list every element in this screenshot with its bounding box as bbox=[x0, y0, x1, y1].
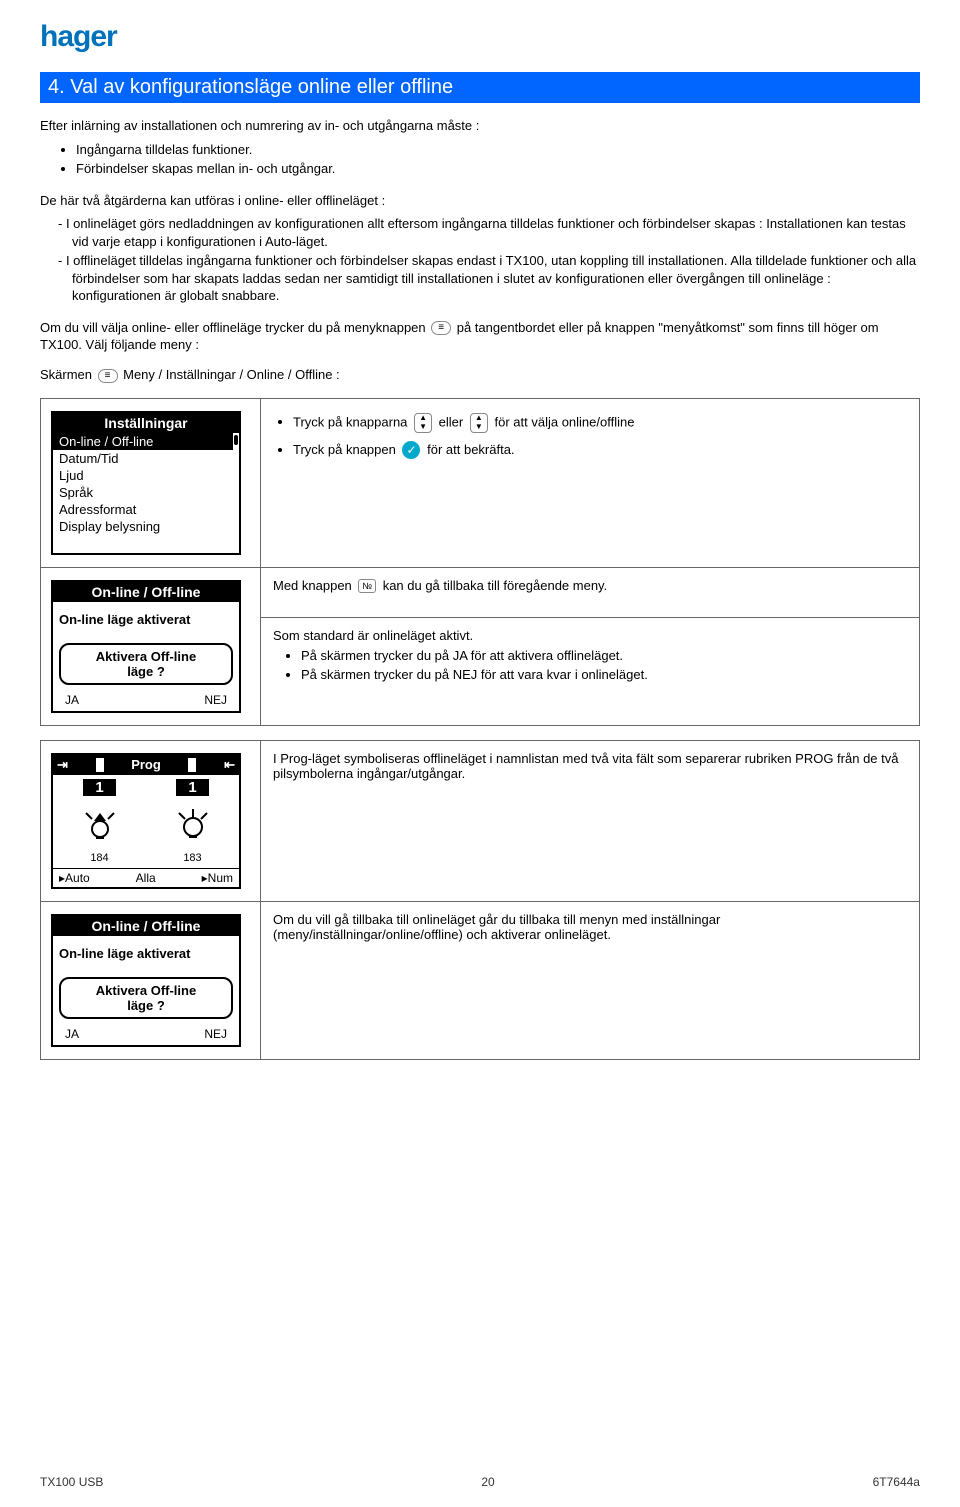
device-screen-prog: ⇥ Prog ⇤ 1 1 bbox=[51, 753, 241, 889]
list-item: I onlineläget görs nedladdningen av konf… bbox=[58, 215, 920, 250]
back-online-description: Om du vill gå tillbaka till onlineläget … bbox=[273, 912, 907, 942]
brand-text: hager bbox=[40, 20, 117, 53]
separator-gap bbox=[96, 758, 104, 772]
menu-button-icon: ≡ bbox=[98, 369, 118, 383]
screen-path-line: Skärmen ≡ Meny / Inställningar / Online … bbox=[40, 366, 920, 384]
brand-logo: hager bbox=[40, 20, 920, 54]
dialog-line: läge ? bbox=[67, 998, 225, 1013]
footer-right: 6T7644a bbox=[873, 1475, 920, 1489]
footer-label: ▸Num bbox=[202, 871, 233, 885]
intro-bullet-list: Ingångarna tilldelas funktioner. Förbind… bbox=[76, 141, 920, 178]
text-span: eller bbox=[439, 414, 464, 429]
dialog-box: Aktivera Off-line läge ? bbox=[59, 643, 233, 685]
device-screen-settings: Inställningar On-line / Off-line Datum/T… bbox=[51, 411, 241, 555]
instruction-table-1: Inställningar On-line / Off-line Datum/T… bbox=[40, 398, 920, 726]
dialog-line: Aktivera Off-line bbox=[67, 649, 225, 664]
prog-description: I Prog-läget symboliseras offlineläget i… bbox=[273, 751, 907, 781]
no-label: NEJ bbox=[204, 693, 227, 707]
screen-title: On-line / Off-line bbox=[53, 916, 239, 936]
page-footer: TX100 USB 20 6T7644a bbox=[40, 1475, 920, 1489]
menu-item: Adressformat bbox=[53, 501, 233, 518]
prog-value: 183 bbox=[183, 852, 201, 864]
menu-item: Ljud bbox=[53, 467, 233, 484]
menu-item: Datum/Tid bbox=[53, 450, 233, 467]
yes-label: JA bbox=[65, 1027, 79, 1041]
dialog-line: Aktivera Off-line bbox=[67, 983, 225, 998]
scrollbar-thumb bbox=[234, 435, 238, 445]
prog-value: 184 bbox=[90, 852, 108, 864]
text-span: kan du gå tillbaka till föregående meny. bbox=[383, 578, 608, 593]
footer-left: TX100 USB bbox=[40, 1475, 103, 1489]
status-text: On-line läge aktiverat bbox=[59, 612, 233, 627]
list-item: Förbindelser skapas mellan in- och utgån… bbox=[76, 160, 920, 178]
instruction-table-2: ⇥ Prog ⇤ 1 1 bbox=[40, 740, 920, 1060]
text-span: för att bekräfta. bbox=[427, 442, 514, 457]
text-span: Tryck på knapparna bbox=[293, 414, 407, 429]
list-item: Tryck på knapparna ▲▼ eller ▲▼ för att v… bbox=[293, 413, 907, 433]
menu-item: Display belysning bbox=[53, 518, 233, 535]
no-key-icon: № bbox=[358, 579, 376, 593]
menu-item-selected: On-line / Off-line bbox=[53, 433, 233, 450]
prog-number-box: 1 bbox=[83, 779, 115, 796]
lamp-icon bbox=[170, 804, 216, 844]
text-span: Meny / Inställningar / Online / Offline … bbox=[123, 367, 340, 382]
yes-label: JA bbox=[65, 693, 79, 707]
two-actions-intro: De här två åtgärderna kan utföras i onli… bbox=[40, 192, 920, 210]
intro-paragraph: Efter inlärning av installationen och nu… bbox=[40, 117, 920, 135]
arrow-up-down-icon: ▲▼ bbox=[470, 413, 488, 433]
device-screen-online-offline: On-line / Off-line On-line läge aktivera… bbox=[51, 914, 241, 1047]
text-span: Skärmen bbox=[40, 367, 92, 382]
list-item: Ingångarna tilldelas funktioner. bbox=[76, 141, 920, 159]
menu-item: Språk bbox=[53, 484, 233, 501]
screen-title: Inställningar bbox=[53, 413, 239, 433]
list-item: På skärmen trycker du på NEJ för att var… bbox=[301, 666, 907, 684]
section-heading: 4. Val av konfigurationsläge online elle… bbox=[40, 72, 920, 103]
dialog-line: läge ? bbox=[67, 664, 225, 679]
text-span: Tryck på knappen bbox=[293, 442, 396, 457]
footer-page-number: 20 bbox=[481, 1475, 494, 1489]
separator-gap bbox=[188, 758, 196, 772]
list-item: Tryck på knappen ✓ för att bekräfta. bbox=[293, 441, 907, 460]
choose-mode-paragraph: Om du vill välja online- eller offlinelä… bbox=[40, 319, 920, 354]
arrow-up-down-icon: ▲▼ bbox=[414, 413, 432, 433]
check-icon: ✓ bbox=[402, 441, 420, 459]
arrow-in-icon: ⇥ bbox=[57, 757, 68, 773]
status-text: On-line läge aktiverat bbox=[59, 946, 233, 961]
list-item: I offlineläget tilldelas ingångarna funk… bbox=[58, 252, 920, 305]
menu-button-icon: ≡ bbox=[431, 321, 451, 335]
arrow-out-icon: ⇤ bbox=[224, 757, 235, 773]
text-span: Som standard är onlineläget aktivt. bbox=[273, 628, 907, 643]
dialog-box: Aktivera Off-line läge ? bbox=[59, 977, 233, 1019]
screen-title: On-line / Off-line bbox=[53, 582, 239, 602]
device-screen-online-offline: On-line / Off-line On-line läge aktivera… bbox=[51, 580, 241, 713]
screen-title: Prog bbox=[131, 757, 161, 772]
footer-label: ▸Auto bbox=[59, 871, 90, 885]
dash-list: I onlineläget görs nedladdningen av konf… bbox=[58, 215, 920, 305]
list-item: På skärmen trycker du på JA för att akti… bbox=[301, 647, 907, 665]
prog-number-box: 1 bbox=[176, 779, 208, 796]
lamp-icon bbox=[77, 804, 123, 844]
footer-label: Alla bbox=[136, 871, 156, 885]
text-span: för att välja online/offline bbox=[495, 414, 635, 429]
no-label: NEJ bbox=[204, 1027, 227, 1041]
text-span: Om du vill välja online- eller offlinelä… bbox=[40, 320, 426, 335]
text-span: Med knappen bbox=[273, 578, 352, 593]
